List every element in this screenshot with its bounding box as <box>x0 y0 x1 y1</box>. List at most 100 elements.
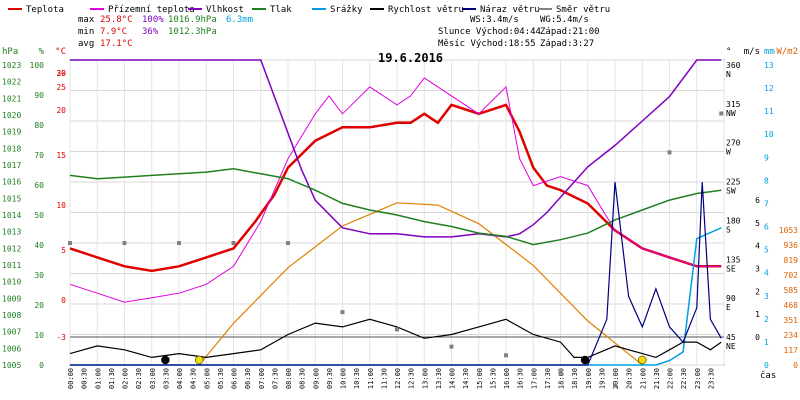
stat-max-press: 1016.9hPa <box>168 15 217 25</box>
x-tick-label: 14:00 <box>449 368 457 389</box>
stat-avg-label: avg <box>78 39 94 49</box>
axis-tick-mm: 12 <box>764 84 774 93</box>
wind-direction-point <box>504 353 508 358</box>
axis-tick-pct: 0 <box>39 361 44 370</box>
x-tick-label: 02:30 <box>135 368 143 389</box>
axis-tick-mm: 7 <box>764 199 769 208</box>
x-tick-label: 20:00 <box>612 368 620 389</box>
axis-tick-mm: 11 <box>764 107 774 116</box>
axis-dir-label: SE <box>726 264 736 273</box>
axis-tick-hpa: 1013 <box>2 228 21 237</box>
stat-min-press: 1012.3hPa <box>168 27 217 37</box>
legend: Teplota Přízemní teplota Vlhkost Tlak Srážky… <box>8 5 610 15</box>
info-sun-set: Západ:21:00 <box>540 27 600 37</box>
info-moon-rise: Měsíc Východ:18:55 <box>438 39 536 49</box>
wind-direction-point <box>719 111 724 116</box>
axis-tick-hpa: 1015 <box>2 194 21 203</box>
axis-tick-degc: -3 <box>56 333 66 342</box>
x-tick-label: 00:00 <box>67 368 75 389</box>
series-solar-radiation <box>198 202 643 366</box>
x-tick-label: 17:00 <box>530 368 538 389</box>
legend-label: Náraz větru <box>480 5 540 15</box>
x-tick-label: 05:00 <box>203 368 211 389</box>
x-tick-label: 12:00 <box>394 368 402 389</box>
x-tick-label: 21:30 <box>653 368 661 389</box>
axis-tick-mm: 3 <box>764 292 769 301</box>
legend-label: Teplota <box>26 5 64 15</box>
x-tick-label: 05:30 <box>217 368 225 389</box>
axis-dir-label: N <box>726 70 731 79</box>
axis-dir-label: NW <box>726 109 736 118</box>
stat-min-hum: 36% <box>142 27 159 37</box>
axis-tick-mm: 6 <box>764 223 769 232</box>
x-tick-label: 04:00 <box>176 368 184 389</box>
x-tick-label: 04:30 <box>190 368 198 389</box>
axis-tick-hpa: 1016 <box>2 178 21 187</box>
axis-tick-pct: 70 <box>34 151 44 160</box>
series-teplota <box>69 103 722 273</box>
series-rychlost-větru <box>69 318 722 359</box>
legend-label: Přízemní teplota <box>108 5 195 15</box>
axis-unit-pct: % <box>39 47 45 57</box>
x-tick-label: 08:00 <box>285 368 293 389</box>
axis-tick-hpa: 1014 <box>2 211 21 220</box>
wind-direction-point <box>558 370 563 375</box>
wind-direction-point <box>231 241 236 246</box>
x-tick-label: 06:30 <box>244 368 252 389</box>
stat-min-label: min <box>78 27 94 37</box>
axis-tick-hpa: 1012 <box>2 244 21 253</box>
axis-tick-degc: 30 <box>56 69 66 78</box>
sun-moon-marker <box>580 355 590 365</box>
axis-tick-ms: 1 <box>755 310 760 319</box>
legend-label: Vlhkost <box>206 5 244 15</box>
x-tick-label: 07:00 <box>258 368 266 389</box>
axis-tick-wm2: 0 <box>793 361 798 370</box>
stats-block: max 25.8°C 100% 1016.9hPa 6.3mm min 7.9°… <box>78 15 253 49</box>
axis-tick-ms: 5 <box>755 219 760 228</box>
axis-unit-degc: °C <box>55 47 66 57</box>
axis-tick-mm: 2 <box>764 315 769 324</box>
x-tick-label: 15:30 <box>489 368 497 389</box>
axis-tick-mm: 4 <box>764 269 769 278</box>
plot-area <box>68 59 724 388</box>
wind-direction-point <box>449 344 454 349</box>
axis-tick-hpa: 1021 <box>2 94 21 103</box>
axis-tick-ms: 3 <box>755 265 760 274</box>
x-tick-label: 13:30 <box>435 368 443 389</box>
axis-tick-hpa: 1018 <box>2 144 21 153</box>
x-tick-label: 20:30 <box>626 368 634 389</box>
legend-label: Rychlost větru <box>388 5 464 15</box>
x-tick-label: 00:30 <box>81 368 89 389</box>
axis-tick-mm: 10 <box>764 130 774 139</box>
stat-max-hum: 100% <box>142 15 164 25</box>
axis-tick-degc: 15 <box>56 151 66 160</box>
axis-tick-pct: 50 <box>34 211 44 220</box>
axis-tick-mm: 9 <box>764 153 769 162</box>
axis-tick-hpa: 1017 <box>2 161 21 170</box>
stat-min-temp: 7.9°C <box>100 27 127 37</box>
x-tick-label: 15:00 <box>476 368 484 389</box>
axis-tick-ms: 6 <box>755 196 760 205</box>
axis-tick-pct: 30 <box>34 271 44 280</box>
x-tick-label: 10:00 <box>340 368 348 389</box>
axis-unit-hpa: hPa <box>2 47 18 57</box>
axis-tick-deg: 270 <box>726 139 741 148</box>
series-přízemní-teplota <box>69 77 722 303</box>
axis-tick-deg: 360 <box>726 61 741 70</box>
axis-unit-wm2: W/m2 <box>776 47 798 57</box>
x-tick-label: 23:30 <box>707 368 715 389</box>
x-tick-label: 06:00 <box>231 368 239 389</box>
axis-tick-pct: 80 <box>34 121 44 130</box>
axis-tick-mm: 5 <box>764 246 769 255</box>
axis-tick-wm2: 702 <box>784 271 799 280</box>
axis-tick-hpa: 1006 <box>2 344 21 353</box>
axis-dir-label: SW <box>726 187 736 196</box>
axis-tick-deg: 45 <box>726 333 736 342</box>
axis-tick-deg: 225 <box>726 178 741 187</box>
axis-tick-pct: 60 <box>34 181 44 190</box>
sun-moon-marker <box>194 355 204 365</box>
axis-tick-degc: 10 <box>56 201 66 210</box>
axis-tick-mm: 0 <box>764 361 769 370</box>
x-tick-label: 18:00 <box>558 368 566 389</box>
